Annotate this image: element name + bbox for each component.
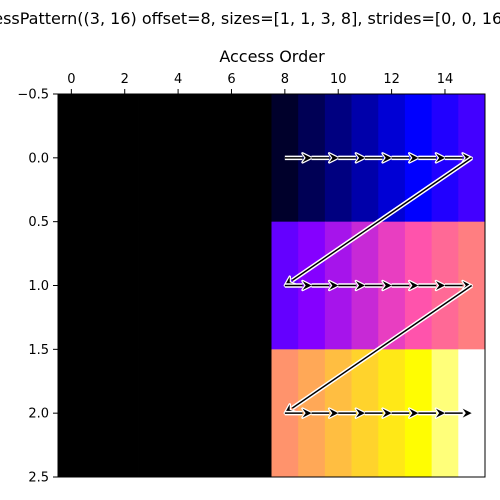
heatmap-cell bbox=[244, 221, 272, 350]
heatmap-cell bbox=[138, 221, 166, 350]
heatmap-cell bbox=[138, 349, 166, 478]
x-tick-label: 14 bbox=[437, 72, 454, 87]
access-arrow bbox=[391, 407, 420, 419]
heatmap-cell bbox=[138, 94, 166, 223]
access-arrow bbox=[338, 152, 367, 164]
y-tick-label: −0.5 bbox=[17, 88, 49, 103]
x-tick-label: 2 bbox=[121, 72, 129, 87]
x-tick-label: 12 bbox=[383, 72, 400, 87]
heatmap-cell bbox=[111, 221, 139, 350]
access-arrow bbox=[284, 407, 313, 419]
heatmap-cell bbox=[191, 221, 219, 350]
y-tick-label: 2.0 bbox=[28, 407, 49, 422]
heatmap-cell bbox=[218, 221, 246, 350]
access-arrow bbox=[311, 407, 340, 419]
access-arrow bbox=[391, 279, 420, 292]
heatmap-cell bbox=[111, 349, 139, 478]
heatmap-cell bbox=[84, 221, 112, 350]
heatmap-cell bbox=[84, 349, 112, 478]
access-arrow bbox=[418, 279, 447, 292]
access-arrow bbox=[364, 279, 393, 292]
heatmap-cell bbox=[58, 221, 86, 350]
heatmap-cell bbox=[244, 349, 272, 478]
access-arrow bbox=[391, 152, 420, 164]
heatmap-cell bbox=[84, 94, 112, 223]
x-tick-label: 0 bbox=[67, 72, 75, 87]
heatmap-cell bbox=[244, 94, 272, 223]
access-arrow bbox=[311, 279, 340, 292]
access-arrow bbox=[311, 152, 340, 164]
heatmap-cell bbox=[191, 94, 219, 223]
access-arrow bbox=[364, 152, 393, 164]
heatmap-cell bbox=[164, 221, 192, 350]
x-tick-label: 6 bbox=[227, 72, 235, 87]
y-tick-label: 0.0 bbox=[28, 151, 49, 166]
access-arrow bbox=[418, 407, 447, 419]
access-arrow bbox=[338, 407, 367, 419]
access-arrow bbox=[418, 152, 447, 164]
heatmap-cell bbox=[218, 349, 246, 478]
y-tick-label: 0.5 bbox=[28, 215, 49, 230]
heatmap-cell bbox=[58, 94, 86, 223]
x-tick-label: 10 bbox=[330, 72, 347, 87]
access-arrow bbox=[284, 279, 313, 292]
access-arrow bbox=[364, 407, 393, 419]
y-tick-label: 1.0 bbox=[28, 279, 49, 294]
heatmap-cell bbox=[218, 94, 246, 223]
x-axis-ticks: 0 2 4 6 8 10 12 14 bbox=[67, 72, 453, 94]
x-tick-label: 4 bbox=[174, 72, 182, 87]
heatmap-cell bbox=[164, 349, 192, 478]
x-tick-label: 8 bbox=[281, 72, 289, 87]
x-axis-label: Access Order bbox=[219, 47, 325, 66]
y-tick-label: 2.5 bbox=[28, 471, 49, 486]
heatmap-cell bbox=[111, 94, 139, 223]
access-arrow bbox=[338, 279, 367, 292]
y-axis-ticks: −0.5 0.0 0.5 1.0 1.5 2.0 2.5 bbox=[17, 88, 58, 486]
y-tick-label: 1.5 bbox=[28, 343, 49, 358]
chart-title: AccessPattern((3, 16) offset=8, sizes=[1… bbox=[0, 9, 500, 28]
heatmap-cell bbox=[164, 94, 192, 223]
access-arrow bbox=[284, 152, 313, 164]
heatmap-cell bbox=[191, 349, 219, 478]
access-arrow bbox=[444, 407, 473, 419]
heatmap-cell bbox=[58, 349, 86, 478]
access-arrows bbox=[283, 152, 473, 419]
